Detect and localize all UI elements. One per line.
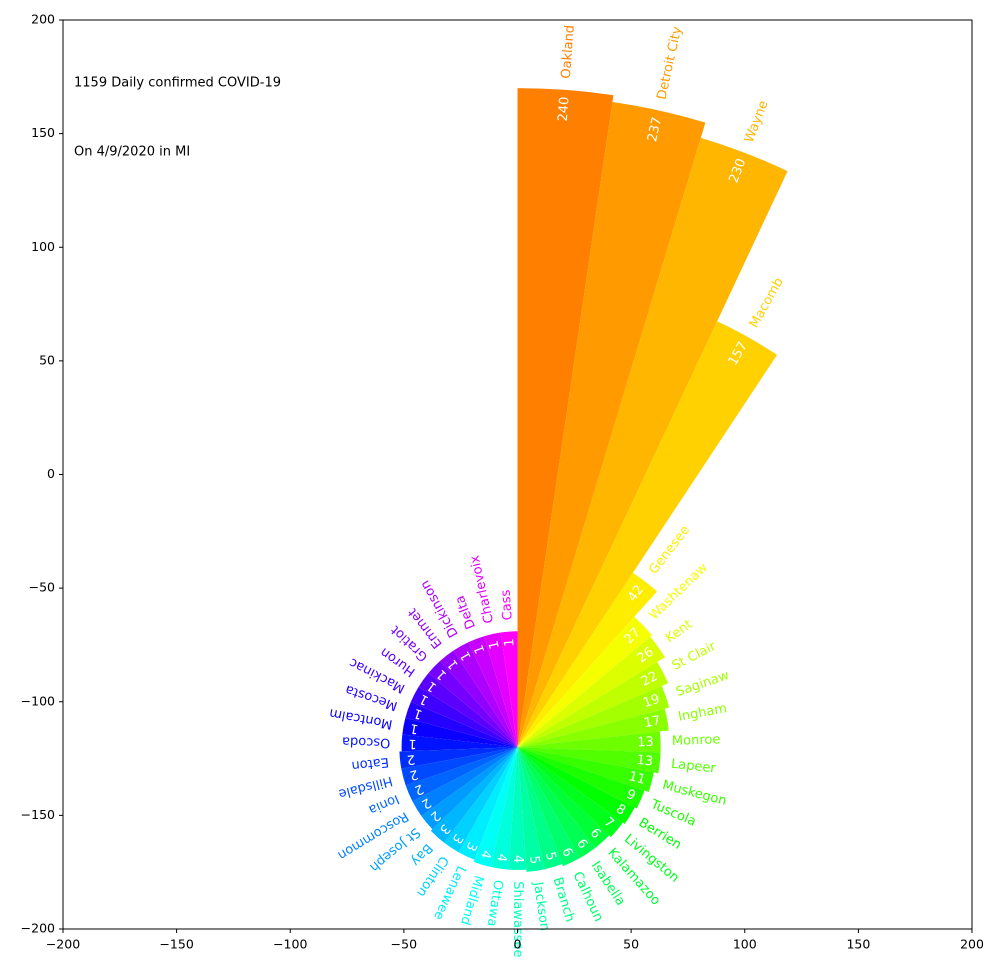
- bar: [484, 632, 518, 748]
- value-label: 2: [406, 751, 416, 767]
- x-tick-label: 50: [623, 937, 639, 952]
- bar: [517, 137, 788, 748]
- bar: [517, 685, 670, 748]
- value-label: 2: [408, 766, 420, 783]
- y-tick-label: −100: [21, 693, 55, 708]
- category-label: Ottawa: [484, 879, 506, 928]
- category-label: Monroe: [672, 732, 721, 749]
- bar: [517, 572, 658, 748]
- x-tick-label: 150: [846, 937, 870, 952]
- bar: [399, 747, 518, 769]
- y-tick-label: −150: [21, 807, 55, 822]
- x-tick-label: 100: [733, 937, 757, 952]
- bar: [401, 747, 518, 786]
- bar: [517, 747, 623, 838]
- y-tick-label: 50: [39, 352, 55, 367]
- category-label: Cass: [498, 589, 515, 621]
- bar: [443, 747, 518, 853]
- value-label: 1: [502, 638, 518, 647]
- bar: [473, 747, 518, 867]
- bar: [517, 636, 665, 748]
- y-tick-label: −200: [21, 921, 55, 936]
- x-tick-label: 0: [514, 937, 522, 952]
- bar: [410, 686, 518, 748]
- bar: [517, 88, 614, 748]
- category-label: Shiawassee: [510, 881, 525, 957]
- bar: [468, 636, 518, 748]
- bar: [405, 747, 518, 802]
- bar: [517, 747, 545, 872]
- category-label: Jackson: [530, 880, 552, 932]
- value-label: 4: [493, 853, 509, 863]
- bar: [418, 673, 518, 748]
- bar: [401, 734, 518, 752]
- bar: [517, 747, 654, 792]
- value-label: 237: [645, 116, 665, 143]
- x-tick-label: −200: [46, 937, 80, 952]
- bar: [517, 747, 596, 859]
- bar: [517, 321, 778, 748]
- value-label: 4: [510, 855, 525, 863]
- bar: [402, 717, 518, 748]
- bar: [517, 747, 661, 774]
- value-label: 240: [556, 96, 573, 122]
- bar: [517, 101, 706, 748]
- value-label: 17: [643, 713, 662, 731]
- bar: [517, 747, 580, 867]
- bar: [500, 631, 518, 748]
- category-label: Oakland: [559, 24, 578, 79]
- x-tick-label: −50: [391, 937, 417, 952]
- bar: [453, 642, 518, 748]
- y-tick-label: 150: [31, 125, 55, 140]
- value-label: 4: [477, 848, 494, 860]
- bar: [440, 650, 518, 748]
- value-label: 13: [636, 753, 654, 770]
- category-label: Oscoda: [342, 733, 391, 750]
- x-tick-label: 200: [960, 937, 984, 952]
- bar: [428, 660, 518, 748]
- bar: [421, 747, 518, 830]
- bar: [517, 708, 669, 748]
- value-label: 1: [486, 639, 502, 650]
- x-tick-label: −100: [273, 937, 307, 952]
- chart-title: 1159 Daily confirmed COVID-19: [74, 76, 281, 91]
- x-tick-label: −150: [159, 937, 193, 952]
- value-label: 1: [409, 720, 420, 736]
- bar: [517, 616, 652, 748]
- category-label: Lapeer: [670, 757, 717, 777]
- y-tick-label: 0: [47, 466, 55, 481]
- value-label: 22: [639, 669, 661, 690]
- value-label: 5: [542, 850, 559, 862]
- bar: [490, 747, 518, 870]
- value-label: 11: [627, 769, 647, 788]
- bar: [458, 747, 518, 860]
- category-label: Eaton: [351, 754, 390, 773]
- y-tick-label: 100: [31, 239, 55, 254]
- y-tick-label: 200: [31, 12, 55, 27]
- y-tick-label: −50: [29, 580, 55, 595]
- axes: −200 −150 −100 −50 0 50 100 150 200−200−150−100−…: [21, 12, 984, 952]
- chart-subtitle: On 4/9/2020 in MI: [74, 145, 190, 160]
- bar: [405, 701, 518, 748]
- bar: [517, 747, 635, 824]
- bar: [517, 661, 669, 748]
- value-label: 5: [526, 855, 542, 865]
- value-label: 13: [637, 735, 654, 751]
- bar: [517, 731, 661, 753]
- bars: [399, 88, 788, 872]
- bar: [508, 747, 527, 870]
- bar: [517, 747, 563, 870]
- value-label: 19: [641, 692, 662, 712]
- bar: [517, 747, 645, 809]
- value-label: 1: [408, 736, 417, 751]
- bar: [517, 747, 610, 848]
- bar: [430, 747, 518, 843]
- bar: [412, 747, 518, 816]
